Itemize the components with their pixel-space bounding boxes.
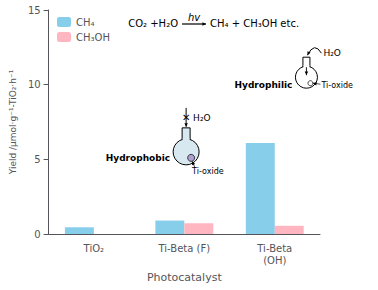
svg-text:Hydrophilic: Hydrophilic bbox=[235, 80, 293, 90]
svg-text:Photocatalyst: Photocatalyst bbox=[147, 271, 223, 284]
svg-text:H₂O: H₂O bbox=[193, 113, 210, 123]
svg-text:CH₃OH: CH₃OH bbox=[76, 32, 110, 43]
svg-text:Yield /μmol·g⁻¹-TiO₂·h⁻¹: Yield /μmol·g⁻¹-TiO₂·h⁻¹ bbox=[8, 69, 18, 175]
svg-text:5: 5 bbox=[34, 154, 40, 165]
svg-text:Ti-oxide: Ti-oxide bbox=[320, 81, 353, 90]
svg-text:Ti-Beta: Ti-Beta bbox=[256, 243, 292, 254]
svg-text:CH₄ + CH₃OH etc.: CH₄ + CH₃OH etc. bbox=[210, 18, 299, 29]
svg-text:15: 15 bbox=[28, 5, 41, 16]
svg-text:hv: hv bbox=[188, 12, 201, 23]
svg-text:H₂O: H₂O bbox=[323, 48, 340, 58]
svg-text:Ti-Beta (F): Ti-Beta (F) bbox=[157, 243, 210, 254]
svg-text:10: 10 bbox=[28, 79, 41, 90]
svg-text:CO₂ +H₂O: CO₂ +H₂O bbox=[128, 18, 178, 29]
svg-text:Hydrophobic: Hydrophobic bbox=[106, 153, 170, 163]
svg-text:CH₄: CH₄ bbox=[76, 17, 95, 28]
svg-text:✕: ✕ bbox=[182, 112, 190, 123]
svg-text:(OH): (OH) bbox=[263, 255, 286, 266]
svg-text:0: 0 bbox=[34, 229, 40, 240]
svg-text:TiO₂: TiO₂ bbox=[83, 243, 104, 254]
svg-text:Ti-oxide: Ti-oxide bbox=[191, 167, 224, 176]
